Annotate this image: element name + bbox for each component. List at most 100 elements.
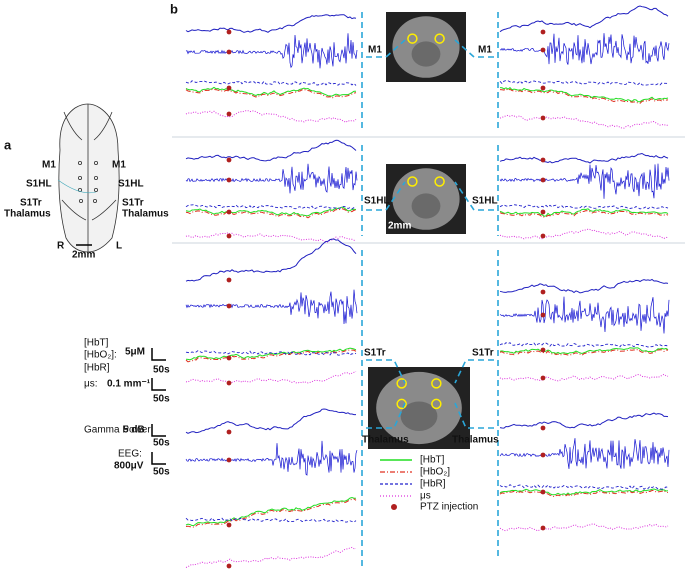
scale-text: 5 dB bbox=[123, 425, 145, 436]
ptz-marker bbox=[540, 85, 546, 91]
scale-bar bbox=[151, 424, 166, 437]
legend-entry: μs bbox=[420, 491, 431, 502]
eeg-trace bbox=[185, 289, 358, 325]
gamma-trace bbox=[499, 5, 669, 33]
ptz-marker bbox=[540, 47, 546, 53]
panel-label: b bbox=[170, 1, 178, 16]
roi bbox=[431, 398, 442, 410]
hbo-trace bbox=[185, 498, 357, 528]
scale-text: 50s bbox=[153, 365, 170, 376]
orientation: R bbox=[57, 241, 65, 252]
scale-text: Gamma Power: bbox=[84, 425, 153, 436]
gamma-trace bbox=[185, 139, 357, 162]
scale-text: EEG: bbox=[118, 449, 142, 460]
brain-sketch bbox=[57, 103, 120, 253]
hbt-trace bbox=[499, 347, 669, 355]
legend-entry: [HbR] bbox=[420, 479, 446, 490]
hbo-trace bbox=[185, 88, 357, 99]
mus-trace bbox=[185, 232, 357, 243]
gamma-trace bbox=[499, 152, 669, 164]
region-label: S1Tr bbox=[122, 198, 144, 209]
hbo-trace bbox=[185, 208, 357, 219]
ptz-marker bbox=[226, 233, 232, 239]
scale-bar bbox=[151, 452, 166, 465]
ptz-marker bbox=[226, 522, 232, 528]
hbt-trace bbox=[185, 206, 357, 217]
ptz-marker bbox=[540, 115, 546, 121]
ptz-marker bbox=[226, 277, 232, 283]
region-label: M1 bbox=[42, 160, 56, 171]
mus-trace bbox=[499, 228, 669, 240]
region-label: Thalamus bbox=[452, 435, 499, 446]
scale-text: 800μV bbox=[114, 461, 144, 472]
ptz-marker bbox=[226, 111, 232, 117]
hbr-trace bbox=[499, 80, 669, 86]
region-label: S1Tr bbox=[20, 198, 42, 209]
hbr-trace bbox=[499, 342, 669, 348]
mus-trace bbox=[499, 373, 669, 382]
scale-text: 0.1 mm⁻¹ bbox=[107, 379, 151, 390]
gamma-trace bbox=[185, 408, 356, 434]
roi bbox=[396, 398, 407, 410]
ptz-marker bbox=[540, 29, 546, 35]
traces bbox=[185, 5, 670, 569]
eeg-trace bbox=[499, 438, 670, 469]
mus-trace bbox=[499, 523, 669, 532]
region-label: S1HL bbox=[364, 196, 390, 207]
ptz-marker bbox=[540, 233, 546, 239]
legend: [HbT] [HbO₂] [HbR] μs PTZ injection bbox=[380, 455, 478, 513]
eeg-trace bbox=[499, 33, 670, 65]
roi bbox=[434, 33, 445, 44]
region-label: M1 bbox=[478, 45, 492, 56]
hbr-trace bbox=[185, 350, 357, 356]
ptz-marker bbox=[226, 303, 232, 309]
mri-brain bbox=[411, 41, 441, 67]
scale-text: μs: bbox=[84, 379, 98, 390]
scale-text: [HbR] bbox=[84, 363, 110, 374]
ptz-marker bbox=[540, 489, 546, 495]
hbt-trace bbox=[499, 208, 669, 217]
hbt-trace bbox=[185, 496, 357, 527]
scale-text: 50s bbox=[153, 438, 170, 449]
orientation: L bbox=[116, 241, 122, 252]
ptz-marker bbox=[226, 457, 232, 463]
scale-bar bbox=[151, 378, 166, 391]
ptz-marker bbox=[226, 177, 232, 183]
mus-trace bbox=[185, 110, 357, 123]
roi bbox=[407, 176, 418, 187]
scale-text: 50s bbox=[153, 467, 170, 478]
hbr-trace bbox=[499, 204, 669, 210]
roi bbox=[396, 378, 407, 389]
eeg-trace bbox=[499, 163, 670, 199]
ptz-marker bbox=[226, 563, 232, 569]
gamma-trace bbox=[185, 238, 357, 282]
ptz-marker bbox=[226, 85, 232, 91]
ptz-marker bbox=[540, 347, 546, 353]
eeg-trace bbox=[185, 440, 358, 476]
ptz-marker bbox=[540, 289, 546, 295]
ptz-marker bbox=[226, 355, 232, 361]
region-label: Thalamus bbox=[4, 209, 51, 220]
ptz-marker bbox=[540, 209, 546, 215]
ptz-marker bbox=[540, 425, 546, 431]
roi bbox=[407, 33, 418, 44]
hbo-trace bbox=[499, 88, 669, 104]
mri-brain bbox=[400, 401, 438, 431]
roi bbox=[434, 176, 445, 187]
legend-entry: [HbO₂] bbox=[420, 467, 450, 478]
ptz-marker bbox=[540, 452, 546, 458]
ptz-marker bbox=[226, 29, 232, 35]
mus-trace bbox=[499, 114, 669, 129]
ptz-marker bbox=[226, 157, 232, 163]
connectors bbox=[361, 12, 499, 570]
hbr-trace bbox=[185, 204, 357, 210]
eeg-trace bbox=[499, 296, 670, 334]
ptz-marker bbox=[226, 209, 232, 215]
hbo-trace bbox=[499, 210, 669, 218]
hbr-trace bbox=[185, 80, 357, 86]
panel-label: a bbox=[4, 137, 12, 152]
hbr-trace bbox=[499, 484, 669, 490]
mus-trace bbox=[185, 370, 357, 385]
mri-brain bbox=[411, 193, 441, 219]
